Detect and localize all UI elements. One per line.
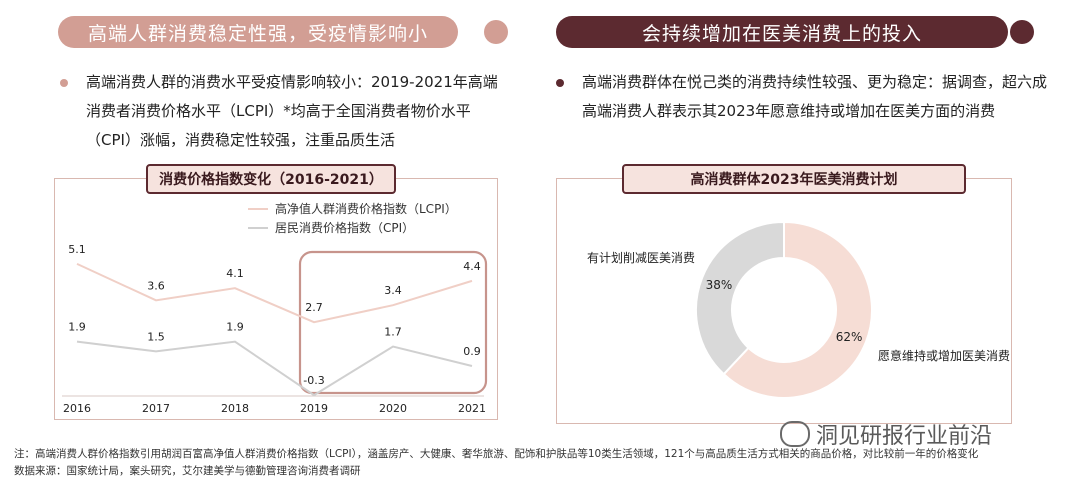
- x-tick-label: 2017: [142, 402, 170, 415]
- data-label: 1.9: [68, 321, 86, 334]
- wechat-icon: [780, 421, 810, 447]
- data-label: 1.9: [226, 321, 244, 334]
- data-label: -0.3: [303, 374, 324, 387]
- left-bullet-text: 高端消费人群的消费水平受疫情影响较小：2019-2021年高端消费者消费价格水平…: [86, 73, 498, 149]
- right-section-header: 会持续增加在医美消费上的投入: [556, 16, 1008, 48]
- slice-percent-label: 38%: [706, 278, 733, 292]
- right-header-dot: [1010, 20, 1034, 44]
- footnote-source: 数据来源：国家统计局，案头研究，艾尔建美学与德勤管理咨询消费者调研: [14, 465, 361, 477]
- x-tick-label: 2019: [300, 402, 328, 415]
- legend-label: 居民消费价格指数（CPI）: [275, 220, 414, 235]
- data-label: 1.7: [384, 326, 402, 339]
- data-label: 3.6: [147, 279, 165, 292]
- x-tick-label: 2020: [379, 402, 407, 415]
- x-tick-label: 2021: [458, 402, 486, 415]
- donut-chart-title: 高消费群体2023年医美消费计划: [622, 164, 966, 194]
- data-label: 1.5: [147, 330, 165, 343]
- highlight-box: [298, 250, 488, 395]
- footnote-note: 注：高端消费人群价格指数引用胡润百富高净值人群消费价格指数（LCPI），涵盖房产…: [14, 448, 979, 460]
- x-tick-label: 2016: [63, 402, 91, 415]
- data-label: 5.1: [68, 243, 86, 256]
- slice-percent-label: 62%: [836, 330, 863, 344]
- x-tick-label: 2018: [221, 402, 249, 415]
- left-section-header: 高端人群消费稳定性强，受疫情影响小: [58, 16, 458, 48]
- line-chart-title: 消费价格指数变化（2016-2021）: [146, 164, 396, 194]
- right-bullet-dot: [556, 79, 564, 87]
- watermark: 洞见研报行业前沿: [780, 418, 992, 450]
- series-line-1: [76, 262, 473, 324]
- line-chart: 5.1 3.6 4.1 2.7 3.4 4.4 1.9 1.5 1.9 -0.3 1.7 0.9 201…: [62, 201, 488, 415]
- legend-label: 高净值人群消费价格指数（LCPI）: [275, 201, 457, 216]
- series-line-2: [76, 340, 473, 397]
- category-label-maintain: 愿意维持或增加医美消费: [878, 348, 1010, 363]
- donut-chart: 62% 38% 愿意维持或增加医美消费 有计划削减医美消费: [587, 220, 1010, 399]
- data-label: 0.9: [463, 345, 481, 358]
- left-header-dot: [484, 20, 508, 44]
- watermark-text: 洞见研报行业前沿: [816, 424, 993, 449]
- left-bullet-dot: [60, 79, 68, 87]
- data-label: 4.1: [226, 267, 244, 280]
- donut-slice-2: [695, 220, 785, 376]
- data-label: 2.7: [305, 301, 323, 314]
- data-label: 4.4: [463, 260, 481, 273]
- category-label-reduce: 有计划削减医美消费: [587, 251, 695, 265]
- right-bullet-text: 高端消费群体在悦己类的消费持续性较强、更为稳定：据调查，超六成高端消费人群表示其…: [582, 73, 1048, 120]
- data-label: 3.4: [384, 284, 402, 297]
- donut-slice-1: [722, 220, 873, 399]
